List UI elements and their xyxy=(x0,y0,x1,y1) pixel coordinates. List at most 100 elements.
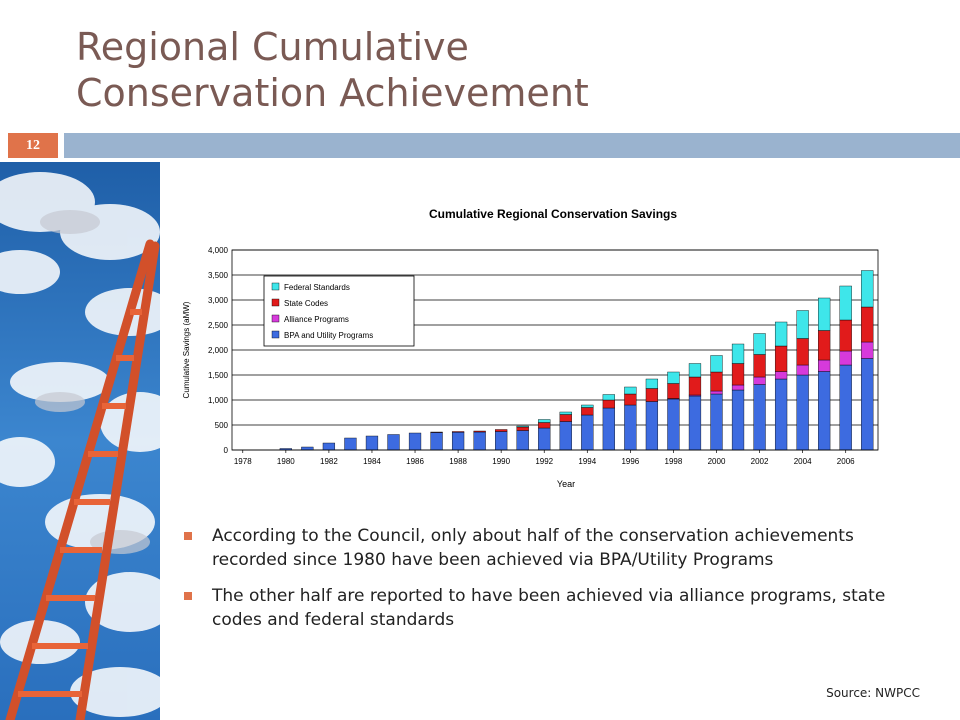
bar-segment-bpa-and-utility-programs xyxy=(710,393,723,451)
bar-segment-alliance-programs xyxy=(731,384,745,391)
bar-segment-bpa-and-utility-programs xyxy=(753,384,766,451)
bar-segment-alliance-programs xyxy=(774,371,788,380)
source-note: Source: NWPCC xyxy=(826,686,920,700)
legend-swatch xyxy=(271,282,280,291)
x-tick-label: 1994 xyxy=(578,457,596,466)
y-tick-label: 3,500 xyxy=(208,271,229,280)
bar-segment-bpa-and-utility-programs xyxy=(774,378,788,451)
bar-segment-federal-standards xyxy=(645,378,659,389)
x-tick-label: 1978 xyxy=(234,457,252,466)
legend-label: Federal Standards xyxy=(284,283,350,292)
bar-segment-federal-standards xyxy=(818,297,831,331)
y-tick-labels: 0 500 1,000 1,500 2,000 2,500 3,000 3,500 4,000 xyxy=(208,246,229,455)
legend-label: Alliance Programs xyxy=(284,315,349,324)
stacked-bar-chart: Cumulative Regional Conservation Savings… xyxy=(182,207,879,489)
slide-title: Regional Cumulative Conservation Achieve… xyxy=(76,24,936,116)
bar-segment-state-codes xyxy=(538,422,551,429)
bar-segment-bpa-and-utility-programs xyxy=(430,432,443,451)
bullet-item: The other half are reported to have been… xyxy=(184,584,934,632)
x-tick-label: 1992 xyxy=(535,457,553,466)
bar-segment-alliance-programs xyxy=(753,376,766,385)
bar-segment-federal-standards xyxy=(796,310,809,339)
x-tick-label: 1984 xyxy=(363,457,381,466)
y-tick-label: 4,000 xyxy=(208,246,229,255)
x-tick-label: 1980 xyxy=(277,457,295,466)
bar-segment-bpa-and-utility-programs xyxy=(495,431,508,451)
legend-label: State Codes xyxy=(284,299,328,308)
bar-segment-alliance-programs xyxy=(710,390,723,395)
bar-segment-state-codes xyxy=(430,431,443,433)
bar-segment-federal-standards xyxy=(602,394,615,401)
bar-segment-state-codes xyxy=(731,363,745,386)
y-tick-label: 2,000 xyxy=(208,346,229,355)
bar-segment-bpa-and-utility-programs xyxy=(408,432,422,451)
bar-segment-bpa-and-utility-programs xyxy=(839,364,852,451)
axes xyxy=(231,249,879,451)
legend-swatch xyxy=(271,298,280,307)
bar-segment-federal-standards xyxy=(731,343,745,364)
bar-segment-bpa-and-utility-programs xyxy=(796,374,809,451)
bullet-square-icon xyxy=(184,592,192,600)
x-tick-label: 1990 xyxy=(492,457,510,466)
header-bar xyxy=(64,133,960,158)
legend-label: BPA and Utility Programs xyxy=(284,331,373,340)
bar-segment-state-codes xyxy=(516,426,529,431)
x-tick-label: 2000 xyxy=(708,457,726,466)
y-tick-label: 500 xyxy=(215,421,229,430)
bar-segment-state-codes xyxy=(839,319,852,352)
bar-segment-state-codes xyxy=(602,399,615,409)
bar-segment-alliance-programs xyxy=(839,350,852,366)
x-tick-labels: 1978 1980 1982 1984 1986 1988 1990 1992 1994 1996… xyxy=(234,450,855,466)
bar-segment-bpa-and-utility-programs xyxy=(344,437,357,451)
slide-title-line-2: Conservation Achievement xyxy=(76,71,589,115)
bar-segment-federal-standards xyxy=(774,321,788,347)
bar-segment-bpa-and-utility-programs xyxy=(667,398,680,451)
x-tick-label: 1996 xyxy=(621,457,639,466)
bar-segment-bpa-and-utility-programs xyxy=(451,432,465,451)
bar-segment-alliance-programs xyxy=(861,341,874,359)
bar-segment-alliance-programs xyxy=(796,364,809,376)
bar-segment-federal-standards xyxy=(667,371,680,384)
x-tick-label: 1982 xyxy=(320,457,338,466)
bar-segment-bpa-and-utility-programs xyxy=(731,389,745,451)
x-tick-label: 1998 xyxy=(665,457,683,466)
y-tick-label: 2,500 xyxy=(208,321,229,330)
bar-segment-bpa-and-utility-programs xyxy=(559,421,572,451)
bar-segment-federal-standards xyxy=(581,404,594,408)
bar-segment-bpa-and-utility-programs xyxy=(602,407,615,451)
y-tick-label: 3,000 xyxy=(208,296,229,305)
bar-segment-alliance-programs xyxy=(818,359,831,372)
x-tick-label: 2002 xyxy=(751,457,769,466)
y-tick-label: 1,000 xyxy=(208,396,229,405)
bar-segment-state-codes xyxy=(667,383,680,399)
bar-segment-bpa-and-utility-programs xyxy=(538,427,551,451)
bar-segment-state-codes xyxy=(688,376,702,396)
bar-segment-state-codes xyxy=(451,431,465,433)
bar-segment-federal-standards xyxy=(753,333,766,355)
bar-segment-federal-standards xyxy=(516,425,529,428)
chart-y-axis-label: Cumulative Savings (aMW) xyxy=(182,301,191,398)
bar-segment-federal-standards xyxy=(624,386,637,395)
bar-segment-state-codes xyxy=(861,306,874,343)
bar-segment-bpa-and-utility-programs xyxy=(387,434,400,451)
bar-segment-federal-standards xyxy=(688,363,702,378)
bar-segment-bpa-and-utility-programs xyxy=(301,446,314,451)
bullet-text: According to the Council, only about hal… xyxy=(212,526,854,570)
bullet-item: According to the Council, only about hal… xyxy=(184,524,934,572)
bar-segment-bpa-and-utility-programs xyxy=(322,442,336,451)
bar-segment-state-codes xyxy=(624,393,637,406)
bar-segment-bpa-and-utility-programs xyxy=(473,431,486,451)
bar-segment-bpa-and-utility-programs xyxy=(516,430,529,451)
plot-frame xyxy=(231,249,879,451)
bar-segment-bpa-and-utility-programs xyxy=(818,371,831,451)
chart-area: Cumulative Regional Conservation Savings… xyxy=(172,196,912,496)
legend-box xyxy=(263,275,415,347)
bar-segment-federal-standards xyxy=(538,419,551,423)
y-tick-label: 1,500 xyxy=(208,371,229,380)
bar-segment-bpa-and-utility-programs xyxy=(624,404,637,451)
legend-swatch xyxy=(271,314,280,323)
x-tick-label: 1988 xyxy=(449,457,467,466)
bullet-list: According to the Council, only about hal… xyxy=(184,524,934,644)
bullet-square-icon xyxy=(184,532,192,540)
y-tick-label: 0 xyxy=(224,446,229,455)
